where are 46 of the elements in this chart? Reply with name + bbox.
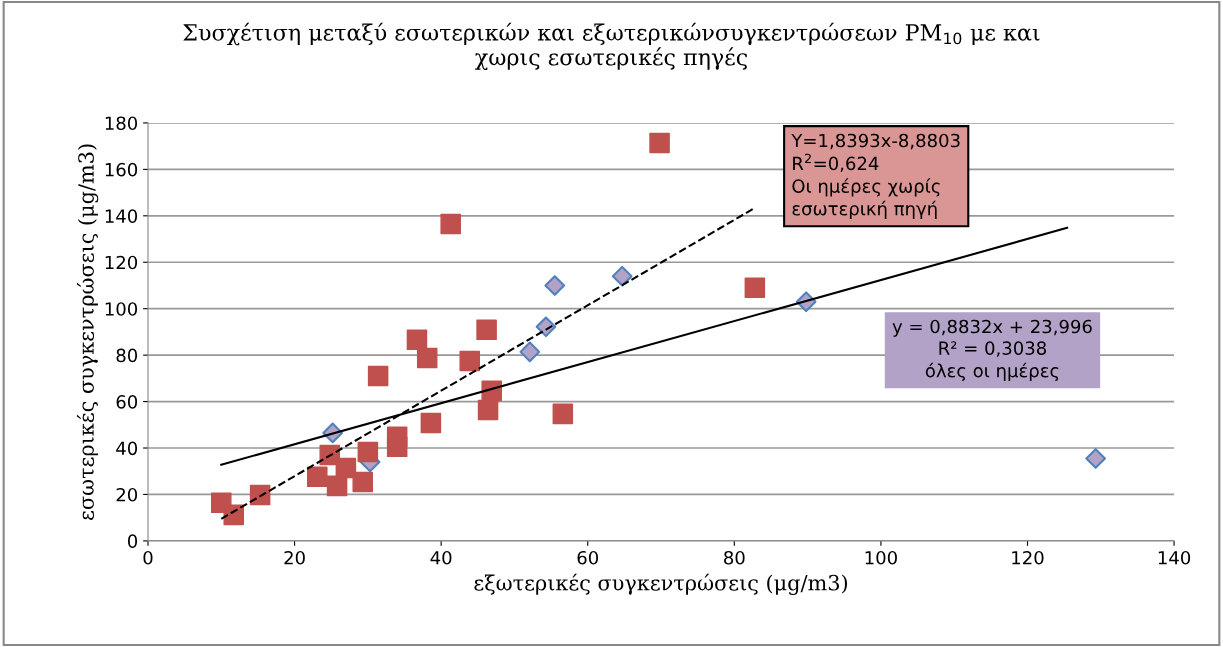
y-tick-label: 160 [105,162,138,177]
y-tick-label: 60 [116,395,138,409]
point [326,475,348,497]
x-tick-label: 40 [430,550,452,565]
y-tick-label: 20 [116,487,138,502]
point [519,341,541,363]
point [544,275,566,296]
x-tick-label: 140 [1158,550,1191,565]
point [649,132,670,154]
point [535,316,557,338]
point [307,466,328,488]
point [223,504,245,526]
annotation: y = 0,8832x + 23,996 R² = 0,3038 όλες οι ημέρες [892,319,1092,381]
y-tick-label: 80 [116,348,138,363]
point [416,347,438,369]
point [420,412,442,434]
x-tick-label: 20 [284,550,305,565]
y-tick-label: 100 [105,302,138,316]
y-tick-label: 140 [105,209,138,223]
point [335,457,357,479]
y-axis-title: εσωτερικές συγκεντρώσεις (μg/m3) [76,144,99,520]
point [367,365,389,387]
y-tick-label: 0 [127,534,138,549]
x-tick-label: 0 [143,550,153,565]
x-tick-label: 100 [865,550,897,565]
annotation: Y=1,8393x-8,8803 R$^{2}$=0,624 Οι ημέρες χωρίς εσωτερική πηγή [791,133,960,219]
point [440,213,461,235]
x-tick-label: 60 [577,550,599,565]
point [406,329,428,351]
point [386,436,408,458]
point [357,441,379,463]
y-tick-label: 120 [105,255,138,270]
y-tick-label: 40 [116,441,138,456]
point [744,277,766,299]
point [1085,448,1107,469]
point [459,350,481,372]
x-tick-label: 120 [1012,550,1044,565]
y-tick-label: 180 [105,116,138,131]
x-axis-title: εξωτερικές συγκεντρώσεις (μg/m3) [474,573,848,595]
x-tick-label: 80 [724,550,745,565]
point [552,403,574,425]
point [477,399,499,421]
point [611,265,633,287]
point [352,471,373,493]
point [476,319,497,341]
chart-title: Συσχέτιση μεταξύ εσωτερικών και εξωτερικώνσυγκεντρώσεων PM$_{10}$ με και χωρις εσωτερικές πηγές [183,22,1040,71]
